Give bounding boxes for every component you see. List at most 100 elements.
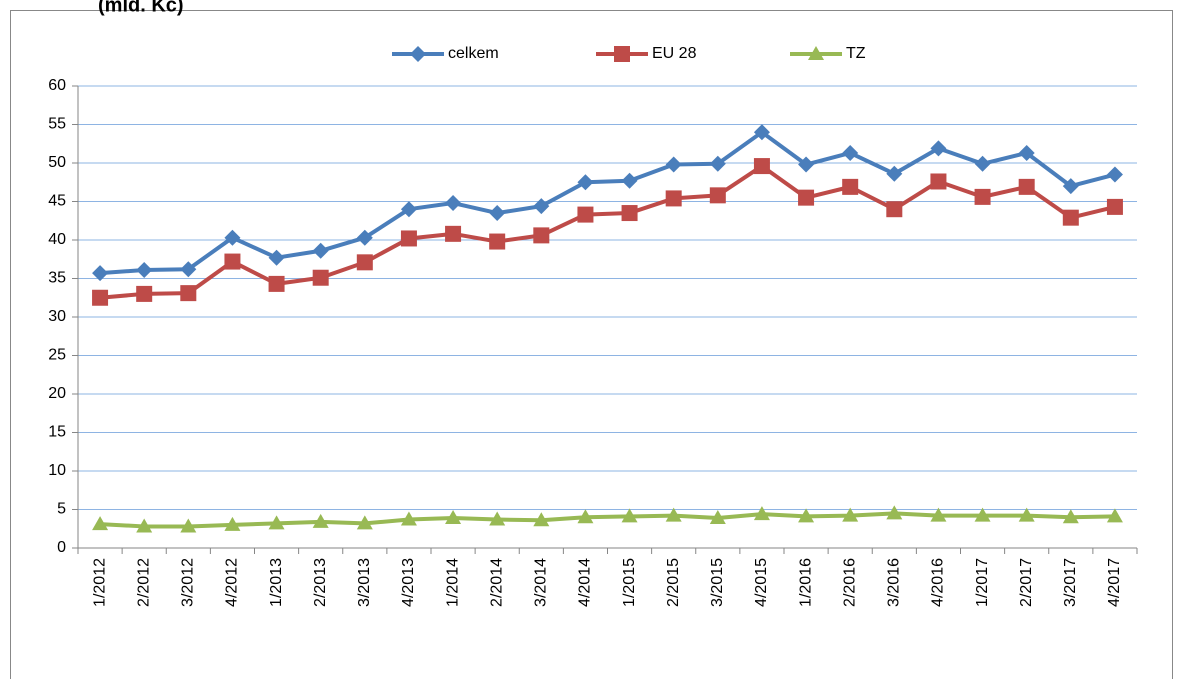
x-tick-label: 2/2016 <box>841 558 858 607</box>
x-tick-label: 4/2015 <box>753 558 770 607</box>
marker <box>886 201 903 218</box>
x-tick-label: 2/2017 <box>1018 558 1035 607</box>
marker <box>400 230 417 247</box>
marker <box>1062 209 1079 226</box>
marker <box>180 285 197 302</box>
x-tick-label: 4/2013 <box>400 558 417 607</box>
marker <box>1018 507 1035 522</box>
chart-title: (mld. Kč) <box>98 0 184 16</box>
x-tick-label: 4/2016 <box>930 558 947 607</box>
x-tick-label: 2/2013 <box>312 558 329 607</box>
marker <box>268 249 285 266</box>
chart-border <box>10 10 1173 679</box>
marker <box>410 46 426 62</box>
marker <box>753 158 770 175</box>
marker <box>1106 198 1123 215</box>
marker <box>533 198 550 215</box>
marker <box>709 155 726 172</box>
series-line <box>99 511 1115 529</box>
x-tick-label: 1/2013 <box>268 558 285 607</box>
marker <box>312 513 329 528</box>
marker <box>886 165 903 182</box>
marker <box>842 178 859 195</box>
marker <box>842 507 859 522</box>
marker <box>577 206 594 223</box>
marker <box>621 205 638 222</box>
marker <box>489 233 506 250</box>
marker <box>92 516 109 531</box>
marker <box>224 253 241 270</box>
marker <box>445 225 462 242</box>
marker <box>621 508 638 523</box>
legend-label: celkem <box>448 45 499 62</box>
y-tick-label: 25 <box>48 347 66 364</box>
marker <box>930 140 947 157</box>
marker <box>180 518 197 533</box>
marker <box>808 46 824 60</box>
marker <box>621 172 638 189</box>
marker <box>1018 178 1035 195</box>
marker <box>753 506 770 521</box>
x-tick-label: 3/2015 <box>709 558 726 607</box>
y-tick-label: 0 <box>57 539 66 556</box>
x-tick-label: 3/2014 <box>533 558 550 607</box>
y-tick-label: 20 <box>48 385 66 402</box>
marker <box>930 507 947 522</box>
marker <box>753 124 770 141</box>
legend-label: TZ <box>846 45 866 62</box>
marker <box>312 242 329 259</box>
legend-label: EU 28 <box>652 45 697 62</box>
marker <box>665 156 682 173</box>
marker <box>180 261 197 278</box>
marker <box>665 507 682 522</box>
marker <box>92 289 109 306</box>
x-tick-label: 2/2015 <box>665 558 682 607</box>
x-tick-label: 1/2012 <box>91 558 108 607</box>
x-tick-label: 3/2017 <box>1062 558 1079 607</box>
y-tick-label: 40 <box>48 231 66 248</box>
marker <box>92 265 109 282</box>
marker <box>533 227 550 244</box>
marker <box>1062 509 1079 524</box>
y-tick-label: 60 <box>48 77 66 94</box>
x-tick-label: 1/2017 <box>974 558 991 607</box>
marker <box>445 509 462 524</box>
x-tick-label: 4/2012 <box>224 558 241 607</box>
y-tick-label: 5 <box>57 501 66 518</box>
marker <box>356 254 373 271</box>
x-tick-label: 1/2015 <box>621 558 638 607</box>
marker <box>489 511 506 526</box>
marker <box>1106 166 1123 183</box>
marker <box>312 269 329 286</box>
y-tick-label: 50 <box>48 154 66 171</box>
marker <box>356 229 373 246</box>
x-tick-label: 1/2014 <box>444 558 461 607</box>
marker <box>533 512 550 527</box>
marker <box>798 189 815 206</box>
x-tick-label: 2/2012 <box>135 558 152 607</box>
y-tick-label: 10 <box>48 462 66 479</box>
marker <box>445 195 462 212</box>
series-line <box>99 130 1116 276</box>
marker <box>577 509 594 524</box>
marker <box>577 174 594 191</box>
marker <box>798 508 815 523</box>
y-tick-label: 15 <box>48 424 66 441</box>
marker <box>136 262 153 279</box>
marker <box>665 190 682 207</box>
marker <box>224 229 241 246</box>
marker <box>136 518 153 533</box>
marker <box>268 515 285 530</box>
marker <box>136 285 153 302</box>
y-tick-label: 30 <box>48 308 66 325</box>
marker <box>930 173 947 190</box>
x-tick-label: 2/2014 <box>488 558 505 607</box>
marker <box>1062 178 1079 195</box>
marker <box>974 507 991 522</box>
marker <box>400 201 417 218</box>
x-tick-label: 4/2014 <box>577 558 594 607</box>
marker <box>489 205 506 222</box>
x-tick-label: 4/2017 <box>1106 558 1123 607</box>
marker <box>798 156 815 173</box>
